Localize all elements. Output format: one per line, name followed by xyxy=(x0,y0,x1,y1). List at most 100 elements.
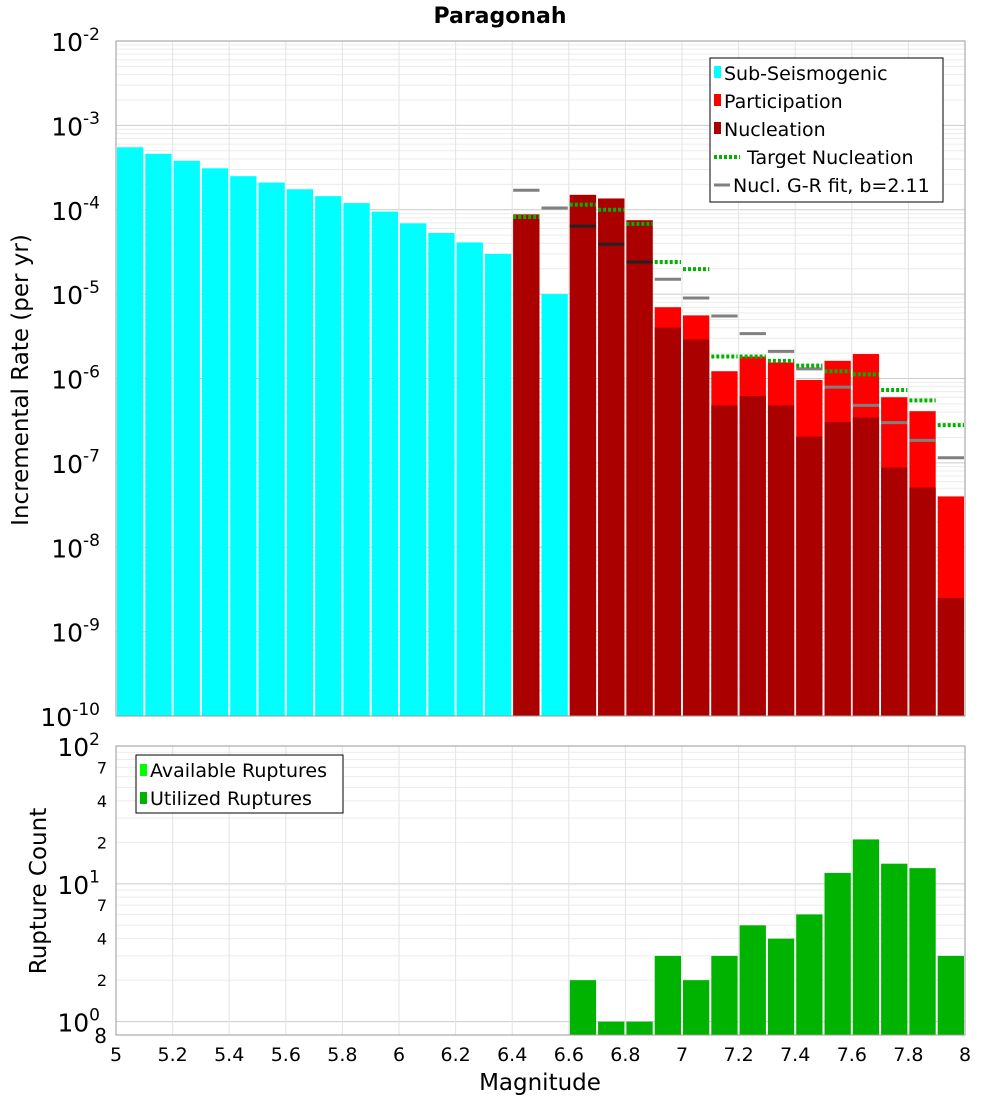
bar-utilized-ruptures xyxy=(739,925,766,1035)
top-y-tick-label: 10-5 xyxy=(51,278,100,310)
x-axis-label: Magnitude xyxy=(479,1070,601,1096)
bar-nucleation xyxy=(598,198,625,716)
x-tick-label: 6.4 xyxy=(497,1044,527,1066)
bar-utilized-ruptures xyxy=(824,872,851,1035)
bar-nucleation xyxy=(513,214,540,717)
top-y-tick-label: 10-6 xyxy=(51,362,100,394)
bar-sub-seismogenic xyxy=(428,233,455,716)
top-y-tick-labels: 10-10 10-9 10-8 10-7 10-6 10-5 10-4 10-3 10-2 xyxy=(40,25,100,732)
x-tick-label: 7.4 xyxy=(780,1044,810,1066)
x-tick-label: 5.4 xyxy=(214,1044,244,1066)
bar-utilized-ruptures xyxy=(796,914,823,1035)
x-tick-label: 5.2 xyxy=(157,1044,187,1066)
bottom-y-minor-tick-label: 4 xyxy=(97,930,107,949)
bar-nucleation xyxy=(626,220,653,717)
bar-sub-seismogenic xyxy=(173,160,200,717)
bottom-legend: Available Ruptures Utilized Ruptures xyxy=(135,754,344,814)
bottom-y-minor-tick-label: 2 xyxy=(97,971,107,990)
bar-sub-seismogenic xyxy=(315,196,342,716)
x-tick-label: 5 xyxy=(110,1044,122,1066)
bar-nucleation xyxy=(881,467,908,716)
top-y-tick-label: 10-8 xyxy=(51,531,100,563)
top-y-tick-label: 10-10 xyxy=(40,700,100,732)
legend-label-sub-seismogenic: Sub-Seismogenic xyxy=(724,63,888,85)
bar-nucleation xyxy=(937,598,964,716)
top-legend-box xyxy=(709,57,944,203)
bar-sub-seismogenic xyxy=(286,189,314,717)
legend-swatch-available-ruptures xyxy=(140,764,147,776)
bottom-y-minor-tick-label: 4 xyxy=(97,792,107,811)
bar-sub-seismogenic xyxy=(117,147,144,717)
legend-label-gr-fit: Nucl. G-R fit, b=2.11 xyxy=(733,175,930,197)
top-y-axis-label: Incremental Rate (per yr) xyxy=(8,234,34,526)
x-tick-label: 7.6 xyxy=(837,1044,867,1066)
bottom-y-minor-tick-label: 2 xyxy=(97,833,107,852)
bottom-plot-frame xyxy=(115,745,966,1036)
x-tick-label: 6.2 xyxy=(440,1044,470,1066)
legend-swatch-participation xyxy=(714,94,721,106)
bottom-bars xyxy=(569,839,964,1035)
bottom-y-axis-label: Rupture Count xyxy=(26,808,52,974)
legend-label-participation: Participation xyxy=(724,91,843,113)
bar-sub-seismogenic xyxy=(201,168,229,716)
legend-label-nucleation: Nucleation xyxy=(724,119,826,141)
top-bars xyxy=(117,147,964,717)
bar-nucleation xyxy=(909,487,936,716)
bottom-y-minor-tick-label: 7 xyxy=(97,896,107,915)
x-tick-labels: 5 5.2 5.4 5.6 5.8 6 6.2 6.4 6.6 6.8 7 7.2 7.4 7.6 7.8 8 xyxy=(110,1044,971,1066)
bar-sub-seismogenic xyxy=(145,153,172,716)
bottom-legend-box xyxy=(135,754,344,814)
legend-label-target-nucleation: Target Nucleation xyxy=(741,147,914,169)
bar-nucleation xyxy=(683,339,710,716)
bar-nucleation xyxy=(569,194,597,716)
bar-sub-seismogenic xyxy=(230,176,257,716)
x-tick-label: 7.2 xyxy=(723,1044,753,1066)
x-tick-label: 6.8 xyxy=(610,1044,640,1066)
bar-utilized-ruptures xyxy=(852,839,880,1035)
legend-label-utilized-ruptures: Utilized Ruptures xyxy=(150,788,312,810)
bar-utilized-ruptures xyxy=(683,980,710,1035)
top-gridlines xyxy=(116,41,965,717)
x-tick-label: 6 xyxy=(393,1044,405,1066)
bar-utilized-ruptures xyxy=(626,1021,653,1035)
bar-sub-seismogenic xyxy=(258,182,285,716)
bar-utilized-ruptures xyxy=(767,938,795,1035)
legend-swatch-utilized-ruptures xyxy=(140,792,147,804)
top-marks xyxy=(513,188,964,460)
bar-nucleation xyxy=(654,327,681,716)
top-y-tick-label: 10-4 xyxy=(51,194,100,226)
top-y-tick-label: 10-9 xyxy=(51,615,100,647)
bar-utilized-ruptures xyxy=(909,868,936,1035)
x-tick-label: 7 xyxy=(676,1044,688,1066)
bar-utilized-ruptures xyxy=(654,955,681,1035)
legend-swatch-sub-seismogenic xyxy=(714,66,721,78)
bottom-y-major-tick-label: 100 xyxy=(57,1005,100,1037)
bottom-y-major-tick-label: 101 xyxy=(57,868,100,900)
x-tick-label: 8 xyxy=(959,1044,971,1066)
bar-sub-seismogenic xyxy=(541,294,568,716)
bar-nucleation xyxy=(767,405,795,716)
x-tick-label: 7.8 xyxy=(893,1044,923,1066)
bar-sub-seismogenic xyxy=(343,203,370,716)
bar-utilized-ruptures xyxy=(598,1021,625,1035)
bar-utilized-ruptures xyxy=(711,955,738,1035)
x-tick-label: 6.6 xyxy=(554,1044,584,1066)
bottom-y-tick-labels: 100 101 102 2 4 7 2 4 7 8 xyxy=(57,730,107,1048)
bottom-y-minor-tick-label: 7 xyxy=(97,758,107,777)
bar-utilized-ruptures xyxy=(937,955,964,1035)
bottom-y-major-tick-label: 102 xyxy=(57,730,100,762)
bar-nucleation xyxy=(852,417,880,716)
legend-swatch-nucleation xyxy=(714,122,721,134)
top-plot-frame xyxy=(115,40,966,717)
bar-sub-seismogenic xyxy=(456,242,483,716)
bar-nucleation xyxy=(711,405,738,716)
bar-sub-seismogenic xyxy=(400,223,427,716)
x-tick-label: 5.6 xyxy=(271,1044,301,1066)
bar-utilized-ruptures xyxy=(881,863,908,1035)
bar-sub-seismogenic xyxy=(484,253,512,716)
top-legend: Sub-Seismogenic Participation Nucleation… xyxy=(709,57,944,203)
bar-nucleation xyxy=(824,422,851,716)
legend-label-available-ruptures: Available Ruptures xyxy=(150,760,327,782)
bottom-y-minor-tick-label: 8 xyxy=(94,1024,107,1048)
